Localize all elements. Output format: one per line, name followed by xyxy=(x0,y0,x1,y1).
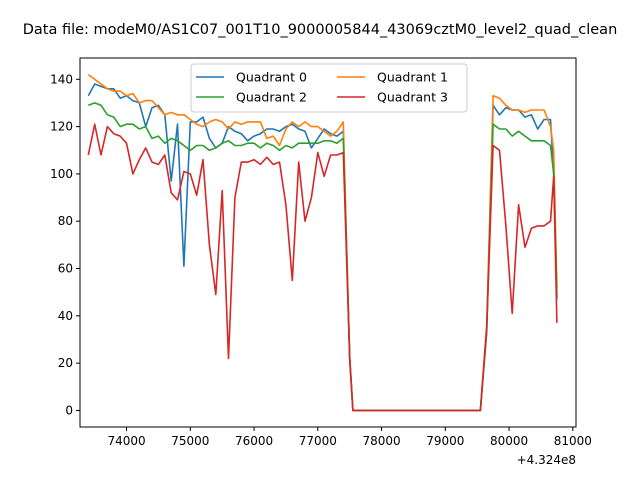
x-tick-label: 79000 xyxy=(426,434,464,448)
x-tick-label: 75000 xyxy=(171,434,209,448)
x-offset-text: +4.324e8 xyxy=(517,453,576,467)
legend-box xyxy=(190,63,468,113)
legend-label-quadrant-3: Quadrant 3 xyxy=(377,90,448,105)
y-tick-label: 20 xyxy=(58,356,73,370)
series-layer xyxy=(87,73,558,412)
legend-label-quadrant-1: Quadrant 1 xyxy=(377,70,448,85)
y-tick-label: 0 xyxy=(65,403,73,417)
axes-frame xyxy=(79,57,577,428)
y-tick-label: 60 xyxy=(58,262,73,276)
chart-title: Data file: modeM0/AS1C07_001T10_90000058… xyxy=(23,22,618,38)
legend-label-quadrant-2: Quadrant 2 xyxy=(236,90,307,105)
x-tick-label: 80000 xyxy=(490,434,528,448)
x-tick-label: 81000 xyxy=(554,434,592,448)
x-tick-label: 74000 xyxy=(107,434,145,448)
y-axis: 0 20 40 60 80 100 120 140 xyxy=(50,72,80,417)
y-tick-label: 120 xyxy=(50,120,73,134)
x-axis: 74000 75000 76000 77000 78000 79000 80000 81000 xyxy=(107,427,592,448)
y-tick-label: 100 xyxy=(50,167,73,181)
series-line-quadrant-3 xyxy=(87,123,558,412)
y-tick-label: 80 xyxy=(58,214,73,228)
x-tick-label: 78000 xyxy=(362,434,400,448)
series-line-quadrant-1 xyxy=(87,73,558,412)
x-tick-label: 76000 xyxy=(235,434,273,448)
x-tick-label: 77000 xyxy=(299,434,337,448)
legend: Quadrant 0 Quadrant 1 Quadrant 2 Quadrant 3 xyxy=(190,63,468,113)
y-tick-label: 140 xyxy=(50,72,73,86)
legend-label-quadrant-0: Quadrant 0 xyxy=(236,70,307,85)
y-tick-label: 40 xyxy=(58,309,73,323)
series-line-quadrant-2 xyxy=(88,102,558,412)
